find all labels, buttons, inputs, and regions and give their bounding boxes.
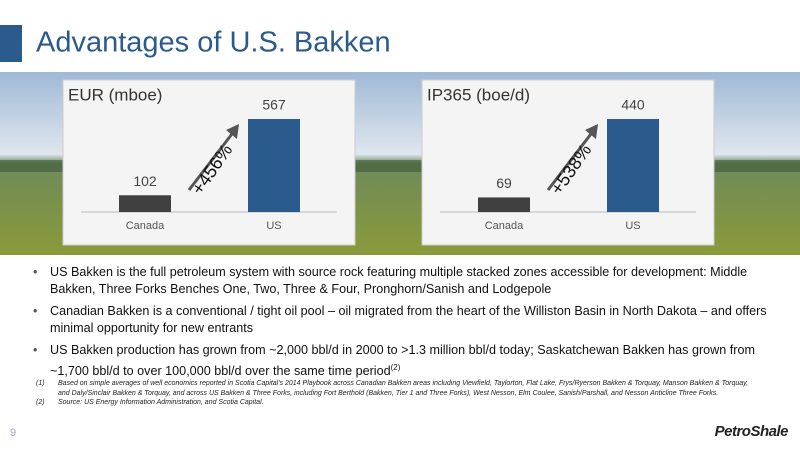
bullet: Canadian Bakken is a conventional / tigh… bbox=[30, 303, 775, 337]
footnote: (1) Based on simple averages of well econ… bbox=[36, 379, 756, 398]
growth-arrow bbox=[187, 129, 237, 191]
category-label: US bbox=[266, 220, 281, 232]
logo: PetroShale bbox=[714, 423, 789, 440]
footnotes: (1) Based on simple averages of well econ… bbox=[36, 379, 756, 408]
category-label: Canada bbox=[485, 220, 524, 232]
bar bbox=[607, 119, 659, 212]
value-label: 69 bbox=[496, 175, 512, 191]
bullet-text: US Bakken is the full petroleum system w… bbox=[50, 265, 748, 296]
chart-title: IP365 (boe/d) bbox=[427, 85, 530, 104]
growth-arrow bbox=[546, 129, 596, 191]
page-number: 9 bbox=[10, 427, 17, 439]
category-label: US bbox=[625, 220, 640, 232]
note-ref: (2) bbox=[390, 363, 401, 372]
header-accent bbox=[0, 25, 22, 62]
footnote-text: Source: US Energy Information Administra… bbox=[58, 399, 264, 406]
value-label: 567 bbox=[262, 97, 286, 113]
bullet: US Bakken production has grown from ~2,0… bbox=[30, 342, 775, 380]
value-label: 440 bbox=[621, 97, 645, 113]
arrow-head bbox=[226, 124, 239, 139]
footnote: (2) Source: US Energy Information Adminis… bbox=[36, 398, 756, 408]
bullet-text: US Bakken production has grown from ~2,0… bbox=[50, 343, 755, 379]
bullet-text: Canadian Bakken is a conventional / tigh… bbox=[50, 304, 767, 335]
footnote-marker: (1) bbox=[36, 380, 45, 387]
arrow-head bbox=[585, 124, 598, 139]
bullet: US Bakken is the full petroleum system w… bbox=[30, 264, 775, 298]
bar bbox=[119, 195, 171, 212]
slide-top: Advantages of U.S. Bakken EUR (mboe) 102 C… bbox=[0, 25, 800, 255]
footnote-text: Based on simple averages of well economi… bbox=[58, 380, 749, 397]
category-label: Canada bbox=[126, 220, 165, 232]
footnote-marker: (2) bbox=[36, 399, 45, 406]
slide-title: Advantages of U.S. Bakken bbox=[36, 27, 391, 59]
bar bbox=[248, 119, 300, 212]
chart-title: EUR (mboe) bbox=[68, 85, 162, 104]
value-label: 102 bbox=[133, 173, 157, 189]
bullet-list: US Bakken is the full petroleum system w… bbox=[30, 264, 775, 385]
bar bbox=[478, 197, 530, 212]
